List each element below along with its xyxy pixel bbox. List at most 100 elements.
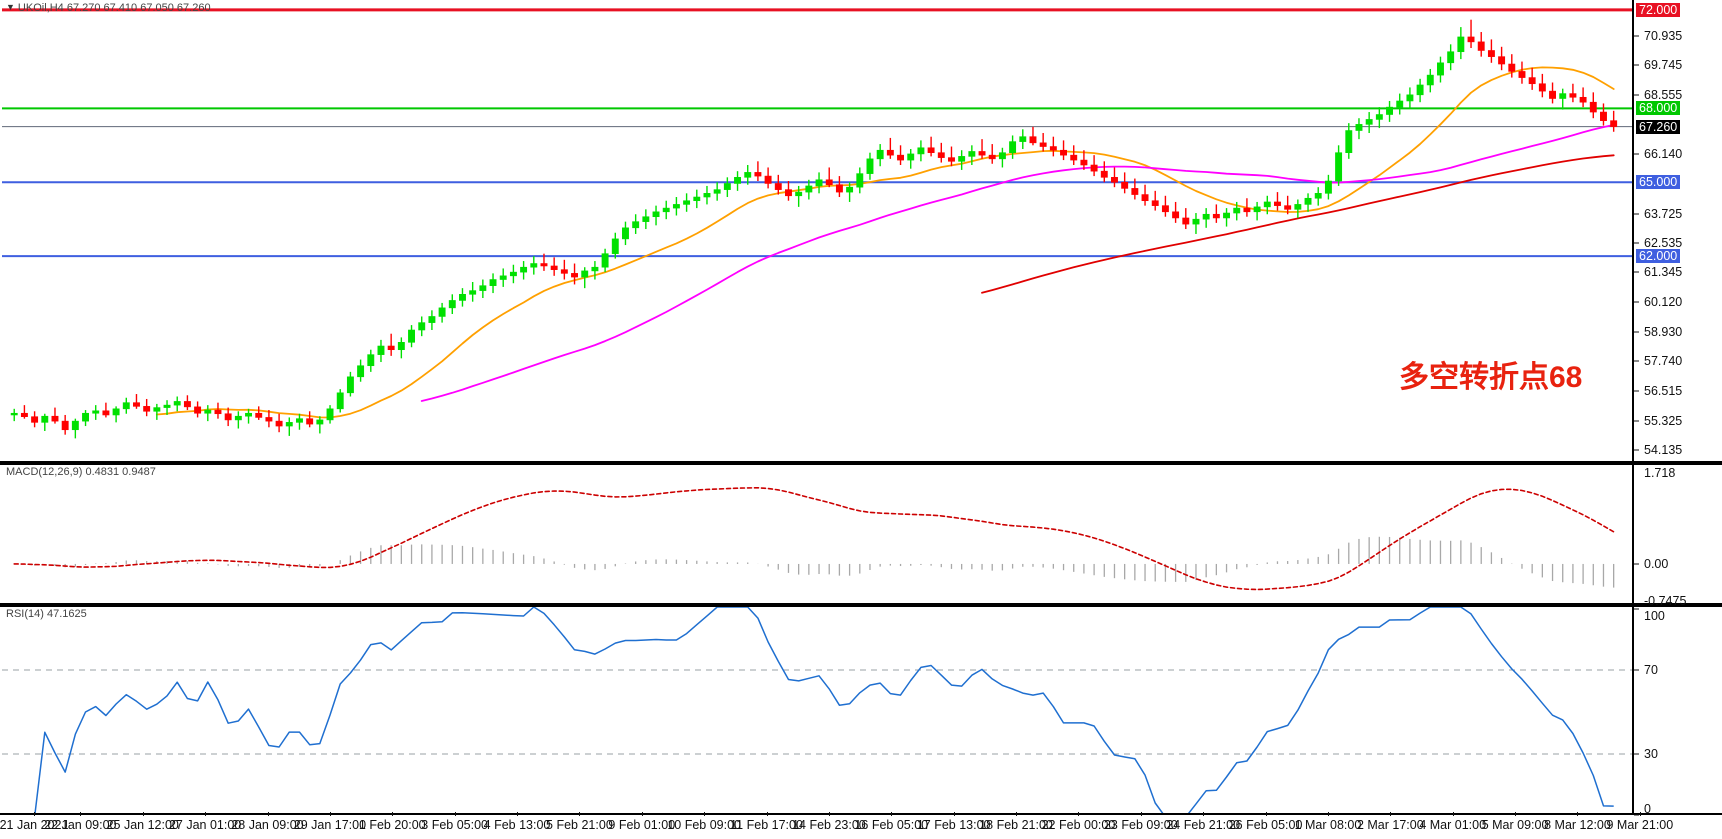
- price-tick-label: 60.120: [1644, 295, 1683, 310]
- time-axis-tick: [34, 812, 35, 816]
- time-axis-label: 18 Feb 21:00: [979, 818, 1053, 832]
- time-axis-tick: [80, 812, 82, 816]
- time-axis-label: 1 Mar 08:00: [1294, 818, 1362, 832]
- time-axis-tick: [579, 812, 581, 816]
- time-axis-tick: [766, 812, 768, 816]
- time-axis-label: 16 Feb 05:00: [854, 818, 929, 832]
- rsi-tick-label: 100: [1644, 609, 1665, 623]
- rsi-axis[interactable]: 100 70 30 0: [1632, 607, 1722, 816]
- time-axis-tick: [267, 812, 269, 816]
- price-badge-red[interactable]: 72.000: [1636, 2, 1681, 17]
- time-axis-label: 17 Feb 13:00: [916, 818, 991, 832]
- time-axis-label: 9 Feb 01:00: [608, 818, 676, 832]
- rsi-label: RSI(14) 47.1625: [6, 608, 87, 620]
- time-axis-label: 29 Jan 17:00: [293, 818, 367, 832]
- time-axis-label: 25 Jan 12:00: [106, 818, 179, 832]
- time-axis-label: 5 Mar 09:00: [1481, 818, 1549, 832]
- time-axis-label: 21 Jan 2021: [0, 818, 69, 832]
- time-axis-tick: [142, 812, 144, 816]
- time-axis-tick: [641, 812, 643, 816]
- chart-annotation: 多空转折点68: [1399, 361, 1583, 394]
- price-tick-label: 54.135: [1644, 442, 1683, 457]
- time-axis-label: 5 Feb 21:00: [546, 818, 613, 832]
- price-tick-mark: [1634, 390, 1639, 392]
- rsi-tick-mark: [1634, 814, 1639, 816]
- price-tick-mark: [1634, 301, 1639, 303]
- price-badge-green[interactable]: 68.000: [1636, 101, 1681, 116]
- macd-plot-area[interactable]: [2, 465, 1632, 603]
- time-axis-tick: [329, 812, 331, 816]
- price-tick-label: 58.930: [1644, 324, 1683, 339]
- time-axis-label: 10 Feb 09:00: [667, 818, 741, 832]
- macd-panel: 1.718 0.00 -0.7475: [0, 463, 1722, 608]
- macd-axis[interactable]: 1.718 0.00 -0.7475: [1632, 465, 1722, 608]
- time-axis-label: 3 Feb 05:00: [421, 818, 488, 832]
- price-badge-black[interactable]: 67.260: [1636, 119, 1681, 134]
- price-tick-mark: [1634, 360, 1639, 362]
- price-tick-mark: [1634, 35, 1639, 37]
- macd-label: MACD(12,26,9) 0.4831 0.9487: [6, 466, 156, 478]
- time-axis-label: 28 Jan 09:00: [231, 818, 304, 832]
- time-axis-tick: [953, 812, 955, 816]
- price-plot-area[interactable]: [2, 0, 1632, 461]
- time-axis-label: 4 Mar 01:00: [1419, 818, 1487, 832]
- time-axis-tick: [1203, 812, 1205, 816]
- rsi-tick-label: 0: [1644, 802, 1651, 816]
- time-axis-tick: [704, 812, 706, 816]
- price-tick-label: 69.745: [1644, 58, 1683, 73]
- price-tick-label: 62.535: [1644, 235, 1683, 250]
- price-tick-mark: [1634, 242, 1639, 244]
- symbol-caption-text: UKOil,H4 67.270 67.410 67.050 67.260: [17, 2, 211, 14]
- price-tick-mark: [1634, 94, 1639, 96]
- time-axis-tick: [1452, 812, 1454, 816]
- time-axis-label: 1 Feb 20:00: [358, 818, 426, 832]
- price-tick-mark: [1634, 213, 1639, 215]
- rsi-panel: 100 70 30 0: [0, 605, 1722, 816]
- price-axis[interactable]: 70.935 69.745 68.555 66.140 63.725 62.535 61.3…: [1632, 0, 1722, 461]
- price-badge-blue[interactable]: 62.000: [1636, 249, 1681, 264]
- price-tick-label: 68.555: [1644, 87, 1683, 102]
- time-axis-label: 11 Feb 17:00: [730, 818, 803, 832]
- price-tick-mark: [1634, 331, 1639, 333]
- time-axis-label: 8 Mar 12:00: [1544, 818, 1611, 832]
- price-tick-label: 70.935: [1644, 29, 1683, 44]
- rsi-tick-mark: [1634, 753, 1639, 755]
- rsi-tick-mark: [1634, 608, 1639, 610]
- price-tick-mark: [1634, 64, 1639, 66]
- price-tick-label: 61.345: [1644, 265, 1683, 280]
- time-axis-tick: [1265, 812, 1267, 816]
- collapse-triangle-icon[interactable]: ▼: [6, 2, 15, 12]
- time-axis-tick: [1016, 812, 1018, 816]
- macd-tick-label: 0.00: [1644, 556, 1669, 571]
- time-axis-label: 14 Feb 23:00: [792, 818, 866, 832]
- time-axis-tick: [454, 812, 456, 816]
- macd-tick-label: 1.718: [1644, 466, 1676, 480]
- time-axis-tick: [1577, 812, 1579, 816]
- time-axis-tick: [1078, 812, 1080, 816]
- price-tick-mark: [1634, 153, 1639, 155]
- time-axis-label: 26 Feb 05:00: [1228, 818, 1303, 832]
- time-axis-label: 22 Feb 00:00: [1041, 818, 1116, 832]
- price-tick-mark: [1634, 449, 1639, 451]
- time-axis-tick: [828, 812, 830, 816]
- price-panel: 70.935 69.745 68.555 66.140 63.725 62.535 61.3…: [0, 0, 1722, 463]
- macd-tick-label: -0.7475: [1644, 594, 1687, 608]
- time-axis-tick: [1639, 812, 1641, 816]
- time-axis-tick: [891, 812, 893, 816]
- time-axis-tick: [1390, 812, 1392, 816]
- time-axis[interactable]: 21 Jan 2021 22 Jan 09:00 25 Jan 12:00 27 Ja…: [0, 812, 1722, 838]
- price-tick-label: 66.140: [1644, 147, 1683, 162]
- price-tick-label: 63.725: [1644, 206, 1683, 221]
- time-axis-tick: [392, 812, 394, 816]
- rsi-tick-label: 70: [1644, 663, 1658, 677]
- time-axis-label: 23 Feb 09:00: [1103, 818, 1178, 832]
- time-axis-label: 9 Mar 21:00: [1606, 818, 1674, 832]
- rsi-tick-mark: [1634, 669, 1639, 671]
- time-axis-tick: [517, 812, 519, 816]
- price-badge-blue[interactable]: 65.000: [1636, 175, 1681, 190]
- time-axis-label: 2 Mar 17:00: [1356, 818, 1424, 832]
- time-axis-tick: [1515, 812, 1517, 816]
- time-axis-tick: [1327, 812, 1329, 816]
- rsi-plot-area[interactable]: [2, 607, 1632, 813]
